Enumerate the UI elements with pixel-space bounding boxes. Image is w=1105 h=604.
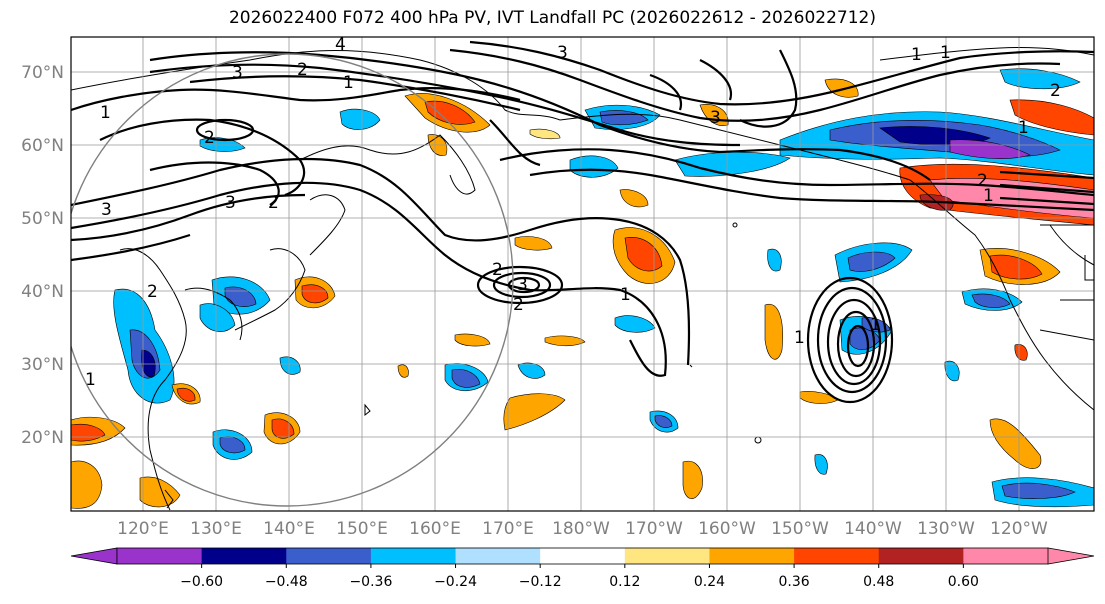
contour-label: 1 — [100, 103, 111, 123]
colorbar-extend-low — [70, 547, 118, 565]
contour-label: 2 — [268, 193, 279, 213]
lon-label: 140°W — [844, 519, 902, 539]
colorbar-segment — [370, 548, 457, 564]
contour-label: 1 — [940, 43, 951, 63]
lon-label: 180°W — [552, 519, 610, 539]
colorbar-tick-label: 0.36 — [779, 574, 810, 590]
contour-label: 2 — [147, 282, 158, 302]
contour-label: 2 — [1050, 81, 1061, 101]
colorbar-tick-label: −0.48 — [265, 574, 308, 590]
lat-label: 70°N — [21, 63, 64, 83]
contour-label: 1 — [870, 315, 881, 335]
colorbar — [70, 547, 1095, 565]
colorbar-segment — [794, 548, 880, 564]
colorbar-tick-label: −0.36 — [349, 574, 392, 590]
lon-label: 150°W — [771, 519, 829, 539]
lat-label: 20°N — [21, 428, 64, 448]
landfall-radius-circle — [71, 53, 514, 507]
contour-label: 4 — [335, 35, 346, 55]
contour-label: 1 — [620, 285, 631, 305]
colorbar-tick-label: −0.60 — [180, 574, 223, 590]
lon-label: 120°E — [117, 519, 169, 539]
lat-label: 60°N — [21, 136, 64, 156]
colorbar-segment — [709, 548, 795, 564]
colorbar-frame — [116, 547, 1049, 565]
pv-contour-labels: 4 3 2 1 1 2 3 2 3 2 1 3 3 1 1 2 1 2 1 2 … — [85, 35, 1061, 390]
contour-label: 2 — [513, 295, 524, 315]
contour-label: 3 — [557, 43, 568, 63]
longitude-labels: 120°E 130°E 140°E 150°E 160°E 170°E 180°… — [117, 519, 1048, 539]
contour-label: 1 — [983, 186, 994, 206]
lon-label: 130°E — [190, 519, 242, 539]
contour-label: 3 — [710, 108, 721, 128]
lon-label: 160°E — [409, 519, 461, 539]
contour-label: 2 — [204, 128, 215, 148]
contour-label: 3 — [225, 193, 236, 213]
islands — [164, 222, 762, 509]
colorbar-segment — [624, 548, 710, 564]
colorbar-tick-label: −0.24 — [434, 574, 477, 590]
colorbar-extend-high — [1047, 547, 1095, 565]
lon-label: 160°W — [698, 519, 756, 539]
contour-label: 1 — [794, 328, 805, 348]
colorbar-segment — [117, 548, 203, 564]
contour-label: 3 — [101, 200, 112, 220]
colorbar-tick-label: 0.24 — [694, 574, 725, 590]
pv-contours — [71, 40, 1094, 404]
contour-label: 1 — [911, 45, 922, 65]
colorbar-segment — [878, 548, 964, 564]
lat-label: 40°N — [21, 282, 64, 302]
contour-label: 2 — [492, 260, 503, 280]
colorbar-segment — [201, 548, 287, 564]
contour-label: 1 — [343, 73, 354, 93]
colorbar-tick-label: 0.48 — [863, 574, 894, 590]
lat-label: 50°N — [21, 209, 64, 229]
colorbar-tick-label: 0.60 — [948, 574, 979, 590]
map-frame — [70, 36, 1095, 512]
lon-label: 170°E — [482, 519, 534, 539]
lon-label: 170°W — [625, 519, 683, 539]
graticule — [71, 37, 1094, 511]
contour-label: 2 — [297, 60, 308, 80]
colorbar-ticks: −0.60 −0.48 −0.36 −0.24 −0.12 0.12 0.24 0.36 0.4… — [180, 564, 979, 590]
lat-label: 30°N — [21, 355, 64, 375]
colorbar-tick-label: −0.12 — [519, 574, 562, 590]
colorbar-segment — [540, 548, 626, 564]
contour-label: 3 — [517, 275, 528, 295]
map-title: 2026022400 F072 400 hPa PV, IVT Landfall… — [228, 8, 876, 28]
lon-label: 120°W — [990, 519, 1048, 539]
colorbar-segment — [286, 548, 372, 564]
colorbar-segment — [455, 548, 541, 564]
colorbar-segment — [963, 548, 1049, 564]
contour-label: 1 — [85, 370, 96, 390]
contour-label: 2 — [977, 171, 988, 191]
contour-label: 1 — [1018, 118, 1029, 138]
latitude-labels: 70°N 60°N 50°N 40°N 30°N 20°N — [21, 63, 64, 448]
contour-label: 3 — [232, 63, 243, 83]
lon-label: 140°E — [263, 519, 315, 539]
lon-label: 150°E — [336, 519, 388, 539]
colorbar-tick-label: 0.12 — [609, 574, 640, 590]
lon-label: 130°W — [917, 519, 975, 539]
